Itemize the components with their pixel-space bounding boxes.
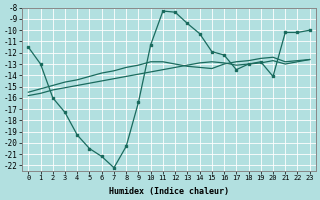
X-axis label: Humidex (Indice chaleur): Humidex (Indice chaleur): [109, 187, 229, 196]
